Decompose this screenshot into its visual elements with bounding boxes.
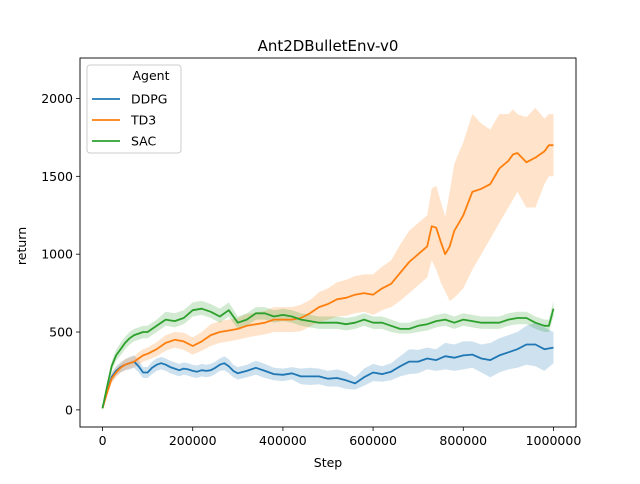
x-tick-label: 400000 xyxy=(259,433,307,448)
series-lines xyxy=(101,144,555,409)
y-tick-label: 1500 xyxy=(41,169,73,184)
line-ddpg xyxy=(101,343,554,409)
x-tick-label: 200000 xyxy=(169,433,217,448)
x-tick-label: 800000 xyxy=(439,433,487,448)
legend-box xyxy=(86,64,182,154)
chart-title: Ant2DBulletEnv-v0 xyxy=(258,37,399,55)
line-sac xyxy=(101,307,555,409)
y-axis: 0 500 1000 1500 2000 xyxy=(41,91,80,417)
y-tick-label: 500 xyxy=(49,325,73,340)
legend-label-td3: TD3 xyxy=(130,113,156,128)
x-tick-label: 600000 xyxy=(349,433,397,448)
y-tick-label: 0 xyxy=(65,402,73,417)
band-ddpg xyxy=(102,322,554,410)
y-tick-label: 2000 xyxy=(41,91,73,106)
x-axis-label: Step xyxy=(314,455,343,470)
x-axis: 0 200000 400000 600000 800000 1000000 xyxy=(99,427,582,448)
line-td3 xyxy=(101,144,554,409)
x-tick-label: 1000000 xyxy=(526,433,582,448)
x-tick-label: 0 xyxy=(99,433,107,448)
legend-title: Agent xyxy=(133,68,170,83)
plot-frame xyxy=(79,57,577,428)
y-axis-label: return xyxy=(14,227,29,265)
y-tick-label: 1000 xyxy=(41,247,73,262)
legend-label-sac: SAC xyxy=(131,134,156,149)
legend: Agent DDPG TD3 SAC xyxy=(86,64,182,154)
legend-label-ddpg: DDPG xyxy=(131,92,167,107)
